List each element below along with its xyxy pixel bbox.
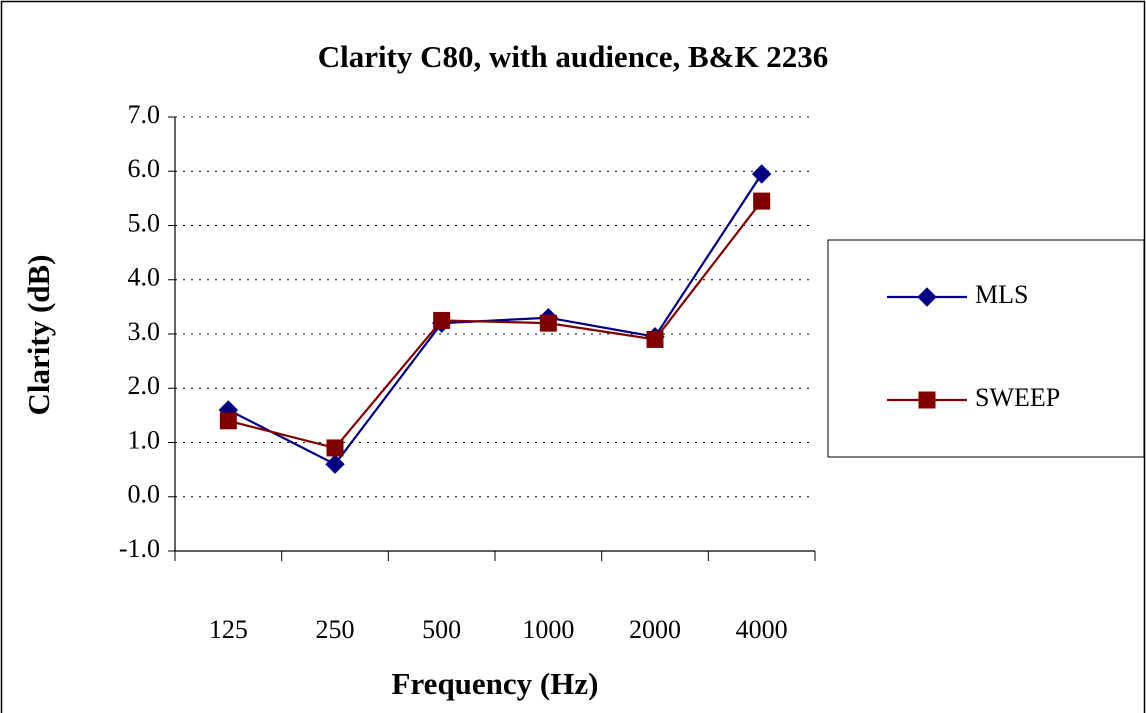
series-line [228,200,763,450]
marker-diamond [751,164,772,184]
x-axis-label: Frequency (Hz) [392,666,599,701]
marker-square [918,391,936,409]
x-tick-label: 4000 [736,615,788,644]
marker-square [646,330,664,348]
y-tick-label: 6.0 [128,154,161,183]
legend-label: MLS [975,280,1028,309]
marker-diamond [325,454,345,474]
legend-label: SWEEP [975,383,1060,412]
marker-diamond [917,287,937,307]
x-tick-label: 250 [316,615,355,644]
y-tick-label: 5.0 [128,208,161,237]
x-tick-label: 2000 [629,615,681,644]
x-tick-label: 1000 [522,615,574,644]
y-tick-label: -1.0 [119,534,160,563]
y-tick-label: 3.0 [128,317,161,346]
x-tick-label: 125 [209,615,248,644]
y-tick-label: 4.0 [128,263,161,292]
chart-title: Clarity C80, with audience, B&K 2236 [318,39,829,74]
y-tick-label: 7.0 [128,100,161,129]
series-line [227,173,763,466]
y-axis-label: Clarity (dB) [21,254,56,415]
marker-square [539,314,557,332]
marker-square [326,439,344,457]
marker-square [753,192,771,210]
x-tick-label: 500 [422,615,461,644]
y-tick-label: 2.0 [128,371,161,400]
y-tick-label: 1.0 [128,425,161,454]
y-tick-label: 0.0 [128,480,161,509]
marker-square [433,311,451,329]
legend-box [827,239,1145,458]
marker-square [219,412,237,430]
